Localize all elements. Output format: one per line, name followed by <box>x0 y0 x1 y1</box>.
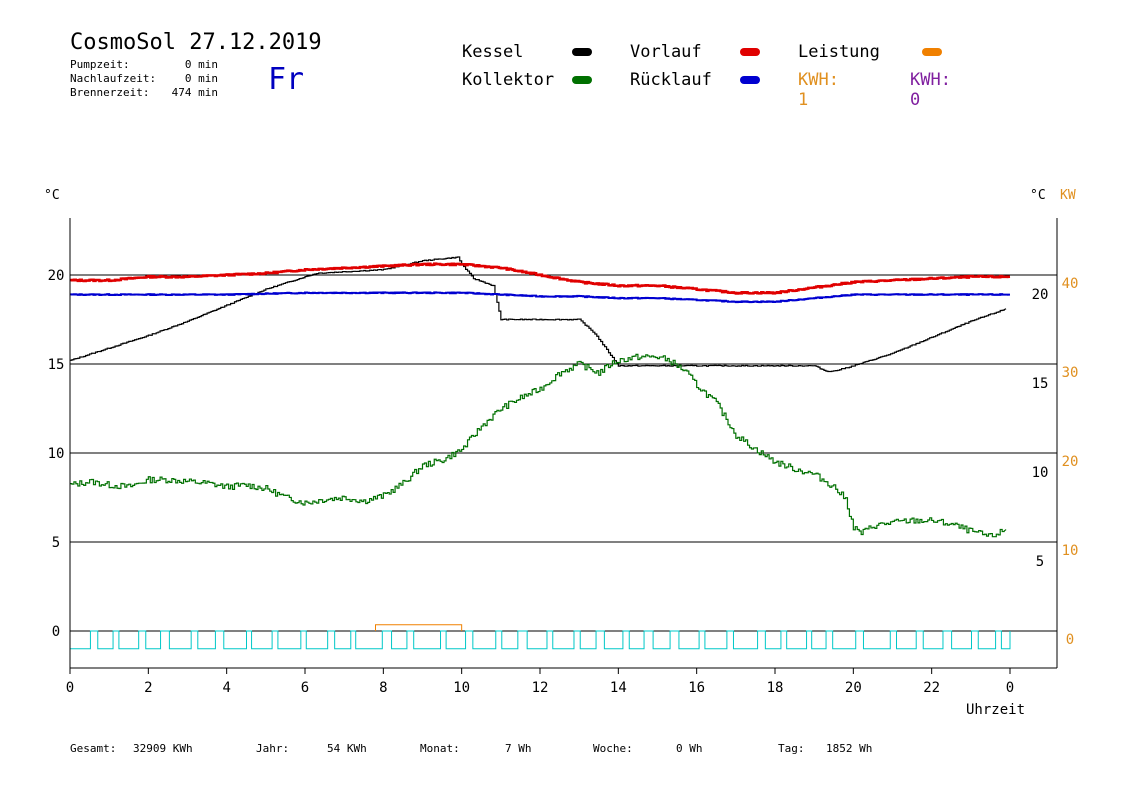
legend-leistung-label: Leistung <box>798 42 880 62</box>
stat-row: Pumpzeit: 0 min <box>70 58 218 72</box>
legend-vorlauf-label: Vorlauf <box>630 42 702 62</box>
footer-label: Woche: <box>593 742 633 755</box>
footer-value: 54 KWh <box>327 742 367 755</box>
x-tick-label: 20 <box>845 680 862 696</box>
stat-value: 0 min <box>184 72 218 85</box>
footer-label: Gesamt: <box>70 742 117 755</box>
legend-kollektor-label: Kollektor <box>462 70 555 90</box>
series-line-ruecklauf <box>70 291 1011 304</box>
legend-kwh-orange: KWH: 1 <box>798 70 839 110</box>
x-tick-label: 8 <box>379 680 387 696</box>
x-tick-label: 0 <box>66 680 74 696</box>
footer-value: 32909 KWh <box>133 742 193 755</box>
footer: Gesamt: 32909 KWh Jahr: 54 KWh Monat: 7 … <box>0 742 1148 758</box>
legend-ruecklauf-swatch <box>740 76 760 84</box>
y-right-tick-label: 5 <box>1036 554 1044 570</box>
x-axis-title: Uhrzeit <box>966 702 1026 718</box>
x-tick-label: 0 <box>1006 680 1014 696</box>
y-left-tick-label: 0 <box>52 624 60 640</box>
y-left-tick-label: 15 <box>48 357 65 373</box>
footer-value: 0 Wh <box>676 742 703 755</box>
grid <box>70 274 1057 632</box>
stat-label: Brennerzeit: <box>70 86 150 99</box>
legend-kessel-swatch <box>572 48 592 56</box>
x-tick-label: 6 <box>301 680 309 696</box>
weekday-label: Fr <box>268 62 305 97</box>
x-tick-label: 14 <box>610 680 627 696</box>
y-kw-tick-label: 30 <box>1062 365 1079 381</box>
stat-row: Nachlaufzeit: 0 min <box>70 72 218 86</box>
right-unit-label: °C <box>1030 188 1046 203</box>
footer-label: Tag: <box>778 742 805 755</box>
legend-kwh-purple: KWH: 0 <box>910 70 951 110</box>
right-kw-unit-label: KW <box>1060 188 1076 203</box>
y-kw-tick-label: 40 <box>1062 276 1079 292</box>
footer-value: 1852 Wh <box>826 742 873 755</box>
series-line-kessel <box>70 256 1007 373</box>
leistung-bar <box>375 624 463 631</box>
y-left-tick-label: 10 <box>48 446 65 462</box>
plot-area <box>69 256 1011 650</box>
pump-cycle-trace <box>69 630 1011 650</box>
y-left-tick-label: 20 <box>48 268 65 284</box>
y-left-tick-label: 5 <box>52 535 60 551</box>
y-right-tick-label: 20 <box>1032 287 1049 303</box>
stat-label: Nachlaufzeit: <box>70 72 157 85</box>
y-kw-tick-label: 20 <box>1062 454 1079 470</box>
footer-value: 7 Wh <box>505 742 532 755</box>
page-title: CosmoSol 27.12.2019 <box>70 30 322 55</box>
legend-leistung-swatch <box>922 48 942 56</box>
stat-row: Brennerzeit: 474 min <box>70 86 218 100</box>
stat-value: 474 min <box>171 86 218 99</box>
x-tick-label: 10 <box>453 680 470 696</box>
footer-label: Jahr: <box>256 742 290 755</box>
y-kw-tick-label: 10 <box>1062 543 1079 559</box>
x-tick-label: 2 <box>144 680 152 696</box>
y-right-tick-label: 15 <box>1032 376 1049 392</box>
series-line-vorlauf <box>70 262 1011 295</box>
left-unit-label: °C <box>44 188 60 203</box>
y-right-tick-label: 10 <box>1032 465 1049 481</box>
legend-kollektor-swatch <box>572 76 592 84</box>
stat-value: 0 min <box>184 58 218 71</box>
legend-vorlauf-swatch <box>740 48 760 56</box>
x-tick-label: 12 <box>532 680 549 696</box>
series-line-kollektor <box>70 353 1007 538</box>
stat-label: Pumpzeit: <box>70 58 130 71</box>
x-tick-label: 22 <box>923 680 940 696</box>
axes: 0 2 4 6 8 10 12 14 16 18 20 22 0 0 5 10 15 20 5 10 15 20 0 10 20… <box>48 218 1079 696</box>
legend-ruecklauf-label: Rücklauf <box>630 70 712 90</box>
footer-label: Monat: <box>420 742 460 755</box>
x-tick-label: 18 <box>767 680 784 696</box>
stats-block: Pumpzeit: 0 min Nachlaufzeit: 0 min Bren… <box>70 58 218 100</box>
legend-kessel-label: Kessel <box>462 42 524 62</box>
x-tick-label: 4 <box>222 680 230 696</box>
y-kw-tick-label: 0 <box>1066 632 1074 648</box>
x-tick-label: 16 <box>688 680 705 696</box>
